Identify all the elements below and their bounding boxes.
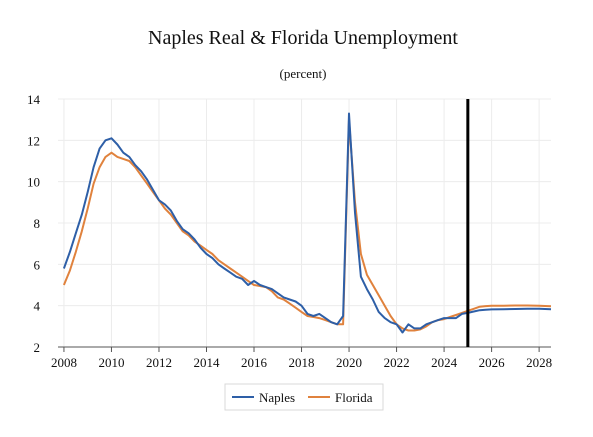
plot-lines <box>62 112 552 334</box>
series-line-naples <box>62 112 552 334</box>
x-tick-label: 2012 <box>146 355 172 370</box>
legend-label-florida: Florida <box>335 390 373 405</box>
y-tick-label: 10 <box>27 175 40 190</box>
chart-subtitle: (percent) <box>280 66 327 81</box>
x-tick-label: 2008 <box>51 355 77 370</box>
x-tick-label: 2014 <box>193 355 220 370</box>
chart-title: Naples Real & Florida Unemployment <box>148 27 458 49</box>
y-tick-label: 12 <box>27 133 40 148</box>
y-tick-label: 14 <box>27 92 41 107</box>
series-line-florida <box>62 118 552 332</box>
legend: Naples Florida <box>224 383 384 411</box>
y-tick-label: 6 <box>34 257 41 272</box>
x-tick-label: 2010 <box>98 355 124 370</box>
x-tick-label: 2022 <box>384 355 410 370</box>
x-tick-label: 2028 <box>526 355 552 370</box>
x-tick-label: 2016 <box>241 355 268 370</box>
x-tick-label: 2020 <box>336 355 362 370</box>
y-axis: 2 4 6 8 10 12 14 <box>27 92 41 355</box>
grid <box>58 98 551 347</box>
y-tick-label: 8 <box>34 216 41 231</box>
y-tick-label: 2 <box>34 340 41 355</box>
x-axis: 2008 2010 2012 2014 2016 2018 2020 2022 2024 2026… <box>51 346 552 370</box>
x-tick-label: 2024 <box>431 355 458 370</box>
legend-label-naples: Naples <box>259 390 295 405</box>
y-tick-label: 4 <box>34 299 41 314</box>
x-tick-label: 2026 <box>479 355 506 370</box>
x-tick-label: 2018 <box>289 355 315 370</box>
